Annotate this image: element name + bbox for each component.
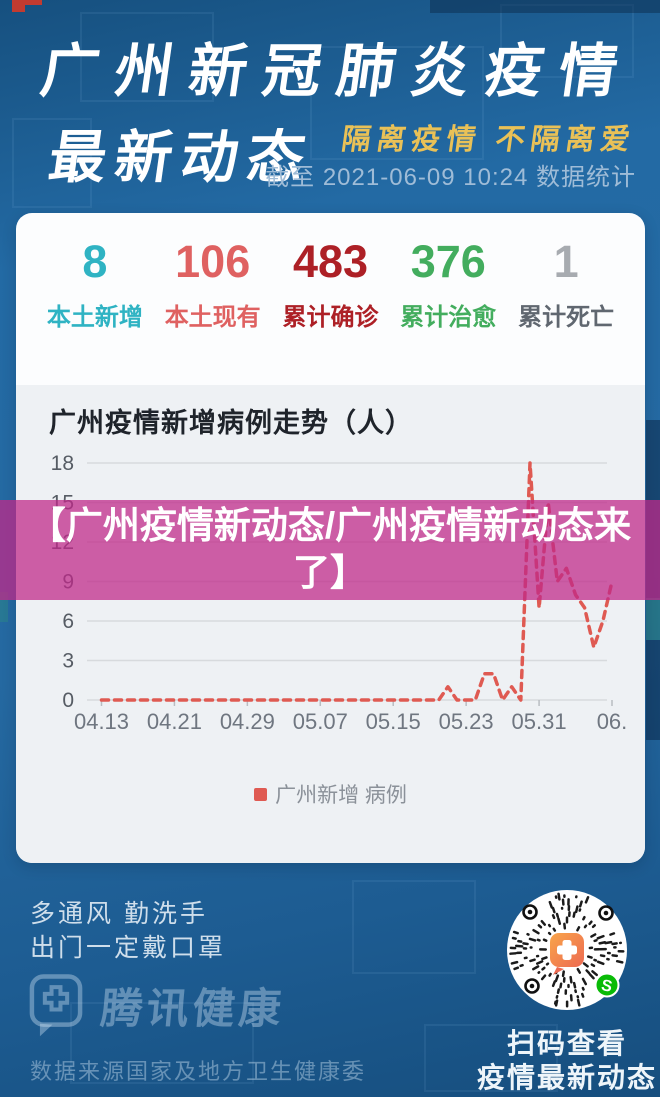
x-axis-tick-label: 04.21 xyxy=(147,709,202,734)
svg-text:S: S xyxy=(600,977,614,996)
x-axis-tick-label: 05.07 xyxy=(293,709,348,734)
wechat-badge xyxy=(594,972,620,998)
stat-value: 1 xyxy=(553,236,579,287)
x-axis-tick-label: 05.15 xyxy=(366,709,421,734)
slogan-text: 隔离疫情 不隔离爱 xyxy=(339,124,638,156)
circuit-pattern-block xyxy=(352,880,476,974)
chart-title: 广州疫情新增病例走势（人） xyxy=(49,408,413,438)
stat-value: 376 xyxy=(410,236,486,287)
y-axis-tick-label: 0 xyxy=(62,689,74,712)
stats-row: 8 本土新增 106 本土现有 483 累计确诊 376 累计治愈 1 累计死亡 xyxy=(36,237,625,332)
stat-value: 8 xyxy=(82,236,108,287)
stat-累计治愈: 376 累计治愈 xyxy=(389,237,507,332)
poster-title: 广州新冠肺炎疫情 xyxy=(36,39,638,104)
overlay-banner: 【广州疫情新动态/广州疫情新动态来了】 xyxy=(0,500,660,600)
tencent-health-brand-name: 腾讯健康 xyxy=(98,984,287,1032)
x-axis-tick-label: 05.23 xyxy=(439,709,494,734)
stat-value: 483 xyxy=(292,236,369,287)
stat-label: 累计治愈 xyxy=(400,304,497,331)
stat-label: 累计死亡 xyxy=(518,304,615,331)
data-source-note: 数据来源国家及地方卫生健康委 xyxy=(30,1059,367,1084)
health-tip-line2: 出门一定戴口罩 xyxy=(30,934,227,962)
health-tip-line1: 多通风 勤洗手 xyxy=(30,900,208,928)
y-axis-tick-label: 3 xyxy=(62,650,74,673)
stat-本土新增: 8 本土新增 xyxy=(36,237,154,332)
x-axis-tick-label: 06. xyxy=(597,709,628,734)
qr-caption-line2: 疫情最新动态 xyxy=(476,1062,657,1093)
x-axis-tick-label: 04.13 xyxy=(74,709,129,734)
teal-pattern-square xyxy=(646,598,660,640)
stat-label: 累计确诊 xyxy=(282,304,379,331)
stat-label: 本土新增 xyxy=(46,304,143,331)
red-corner-mark xyxy=(12,5,25,12)
stat-累计死亡: 1 累计死亡 xyxy=(507,237,625,332)
legend-label: 广州新增 病例 xyxy=(275,784,407,807)
stat-label: 本土现有 xyxy=(164,304,261,331)
stat-value: 106 xyxy=(175,236,251,287)
data-timestamp: 截至 2021-06-09 10:24 数据统计 xyxy=(265,164,636,191)
tencent-health-logo-icon xyxy=(29,974,83,1037)
qr-code: S xyxy=(507,890,627,1010)
trend-chart: 036912151804.1304.2104.2905.0705.1505.23… xyxy=(51,452,628,734)
qr-eye xyxy=(522,904,538,920)
x-axis-tick-label: 04.29 xyxy=(220,709,275,734)
y-axis-tick-label: 18 xyxy=(51,452,74,475)
dark-edge-strip xyxy=(430,0,660,13)
legend-swatch xyxy=(254,787,268,801)
qr-eye xyxy=(524,978,540,994)
stat-本土现有: 106 本土现有 xyxy=(154,237,272,332)
overlay-banner-text: 【广州疫情新动态/广州疫情新动态来了】 xyxy=(28,505,632,593)
red-corner-mark xyxy=(12,0,42,5)
qr-caption-line1: 扫码查看 xyxy=(506,1028,627,1059)
qr-eye xyxy=(598,905,614,921)
tencent-health-brand: 腾讯健康 xyxy=(27,972,287,1038)
x-axis-tick-label: 05.31 xyxy=(512,709,567,734)
stat-累计确诊: 483 累计确诊 xyxy=(272,237,390,332)
chart-legend: 广州新增 病例 xyxy=(16,779,645,809)
chart-panel xyxy=(16,385,645,863)
y-axis-tick-label: 6 xyxy=(62,610,74,633)
